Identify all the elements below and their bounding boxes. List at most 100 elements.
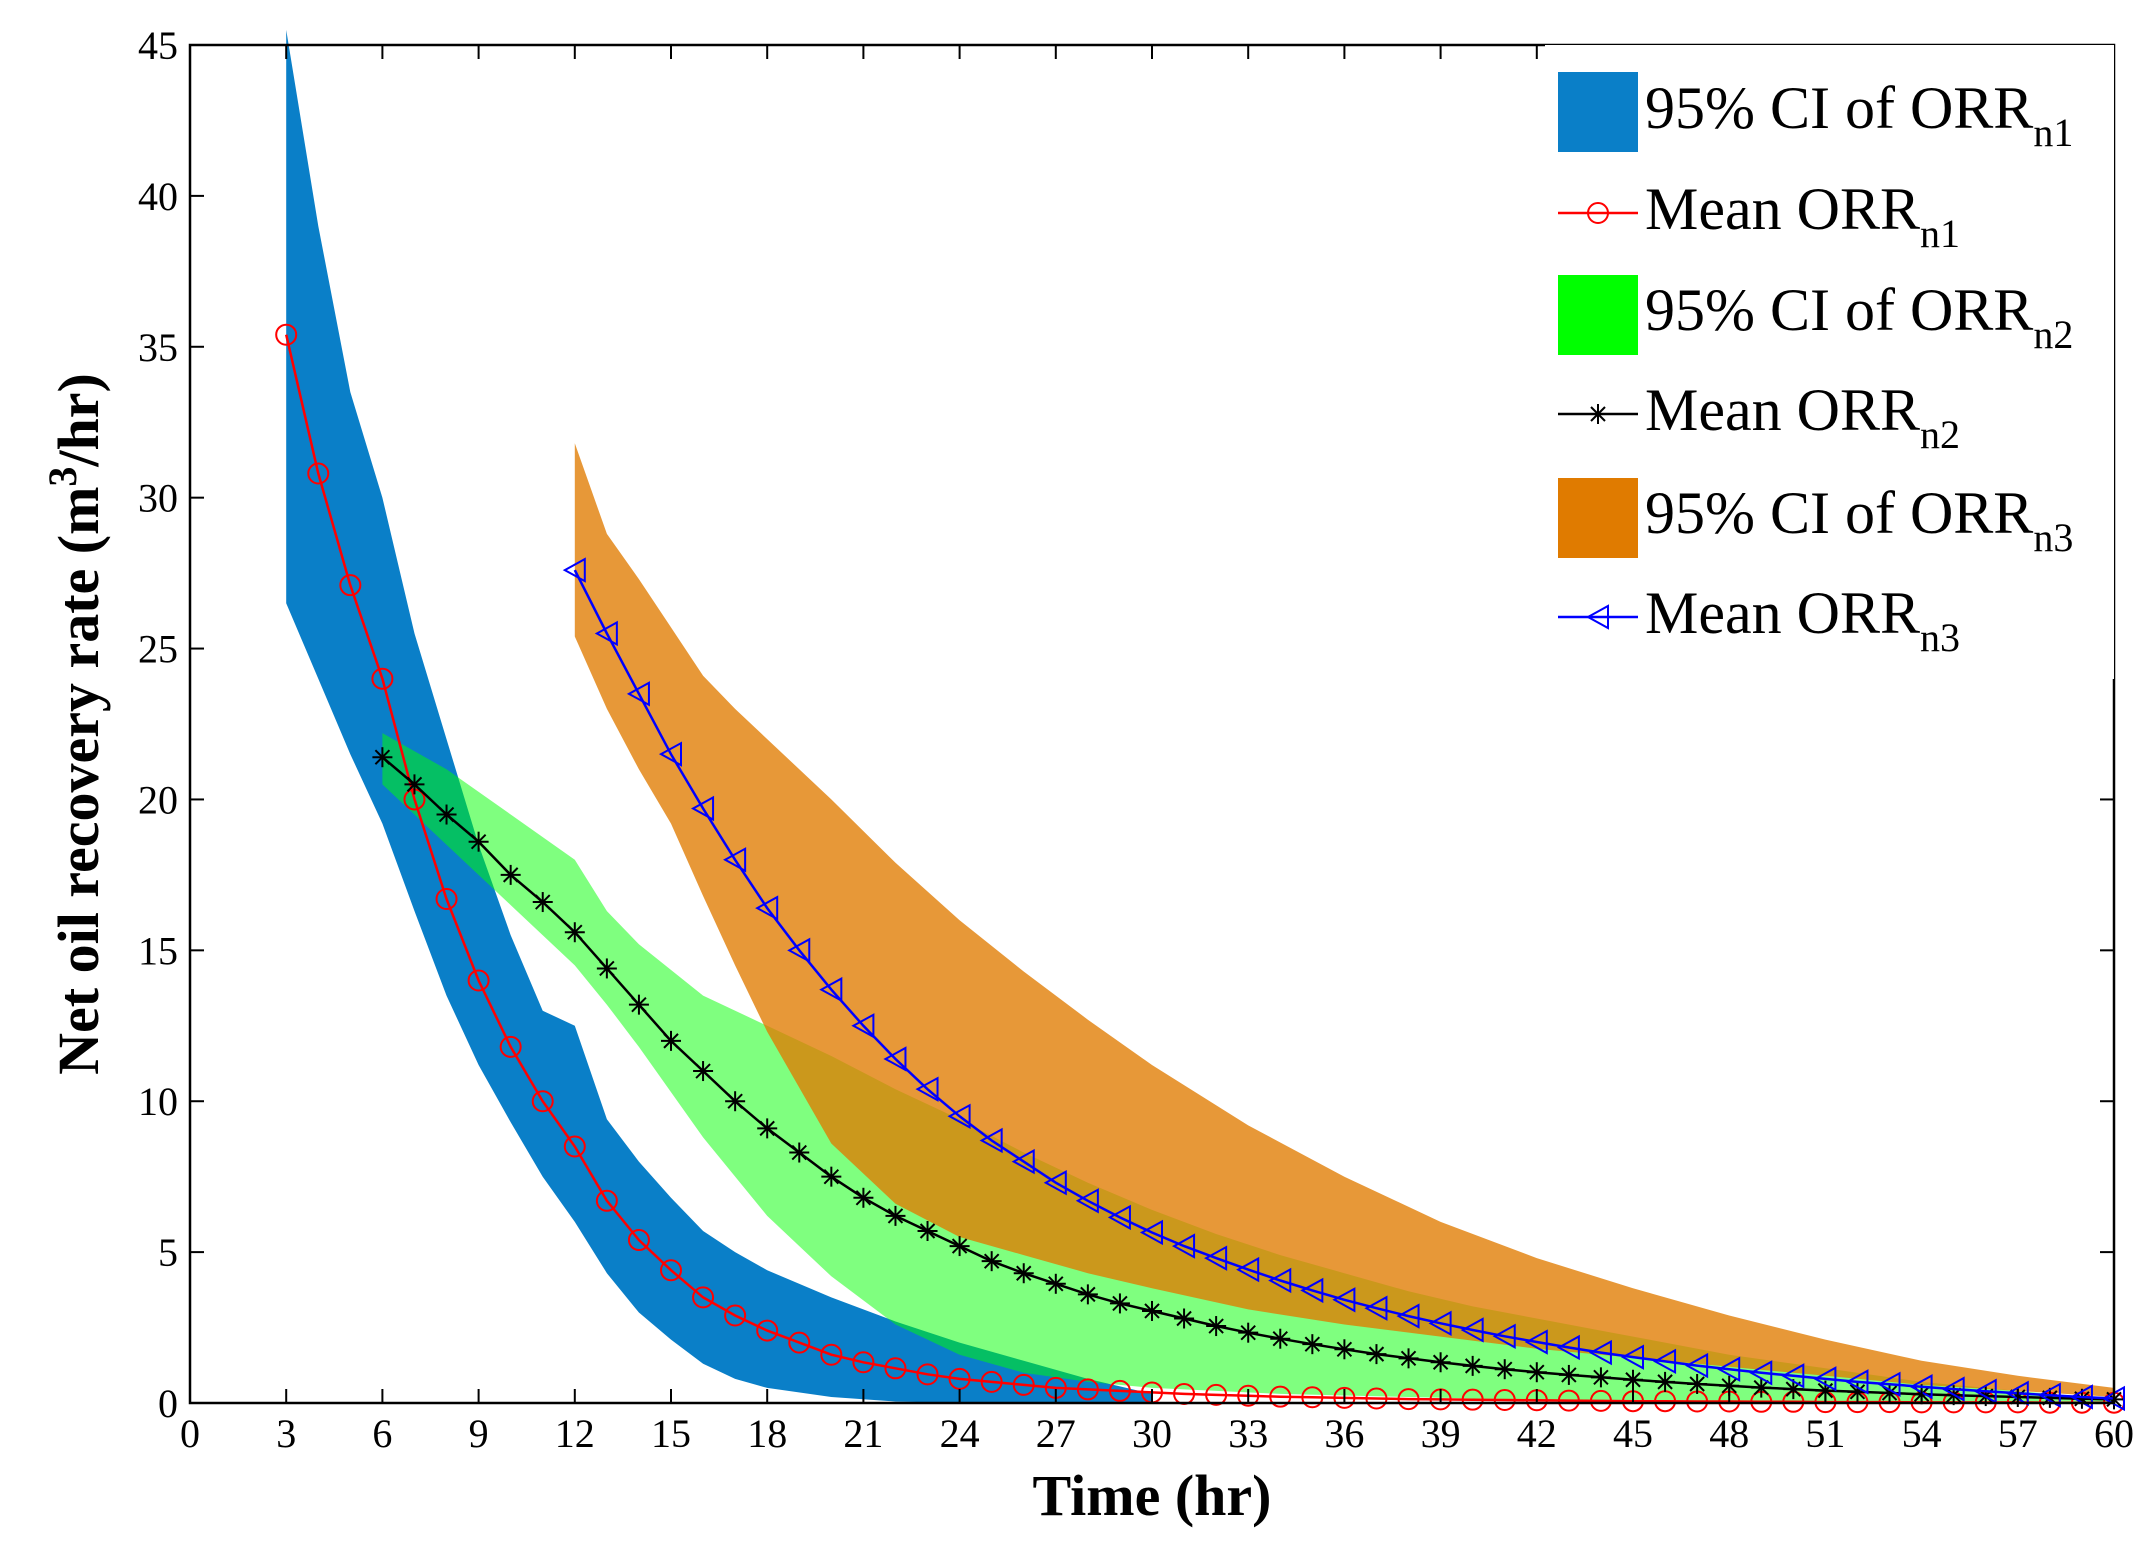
x-tick-label: 54 bbox=[1902, 1411, 1942, 1456]
marker-n3 bbox=[1973, 1378, 1997, 1404]
marker-n1 bbox=[339, 574, 362, 597]
y-axis-title: Net oil recovery rate (m3/hr) bbox=[40, 373, 111, 1075]
marker-n1 bbox=[1237, 1384, 1260, 1407]
x-tick-label: 30 bbox=[1132, 1411, 1172, 1456]
legend-marker-mean-n3 bbox=[1585, 604, 1609, 630]
x-tick-label: 33 bbox=[1228, 1411, 1268, 1456]
legend-label-ci-n1: 95% CI of ORRn1 bbox=[1645, 75, 2073, 155]
marker-n2 bbox=[1013, 1263, 1034, 1284]
x-tick-label: 6 bbox=[372, 1411, 392, 1456]
marker-n1 bbox=[499, 1035, 522, 1058]
marker-n1 bbox=[756, 1319, 779, 1342]
marker-n2 bbox=[564, 922, 585, 943]
marker-n1 bbox=[531, 1090, 554, 1113]
marker-n3 bbox=[851, 1013, 875, 1039]
legend-item-ci-n3: 95% CI of ORRn3 bbox=[1558, 478, 2073, 560]
x-tick-label: 36 bbox=[1324, 1411, 1364, 1456]
x-tick-label: 39 bbox=[1421, 1411, 1461, 1456]
marker-n2 bbox=[885, 1205, 906, 1226]
marker-n2 bbox=[1270, 1328, 1291, 1349]
marker-n2 bbox=[821, 1166, 842, 1187]
marker-n3 bbox=[1236, 1256, 1260, 1283]
x-tick-label: 3 bbox=[276, 1411, 296, 1456]
x-tick-label: 0 bbox=[180, 1411, 200, 1456]
marker-n3 bbox=[1332, 1287, 1356, 1313]
mean-line-n3 bbox=[573, 569, 2115, 1400]
marker-n3 bbox=[979, 1127, 1003, 1154]
marker-n1 bbox=[1333, 1386, 1356, 1409]
marker-n1 bbox=[1461, 1388, 1484, 1411]
marker-n3 bbox=[947, 1103, 971, 1130]
y-tick-label: 25 bbox=[138, 627, 178, 672]
marker-n2 bbox=[1302, 1334, 1323, 1355]
y-tick-label: 45 bbox=[138, 23, 178, 68]
marker-n1 bbox=[1269, 1385, 1292, 1408]
marker-n2 bbox=[1590, 1367, 1611, 1388]
y-tick-label: 10 bbox=[138, 1079, 178, 1124]
marker-n3 bbox=[1300, 1277, 1324, 1304]
marker-n2 bbox=[789, 1142, 810, 1163]
marker-n3 bbox=[755, 895, 779, 921]
x-tick-label: 51 bbox=[1805, 1411, 1845, 1456]
legend-label-mean-n1: Mean ORRn1 bbox=[1645, 176, 1960, 256]
y-tick-label: 15 bbox=[138, 928, 178, 973]
marker-n1 bbox=[1076, 1378, 1099, 1401]
legend-item-mean-n2: Mean ORRn2 bbox=[1558, 377, 1960, 457]
x-tick-label: 18 bbox=[747, 1411, 787, 1456]
marker-n3 bbox=[1171, 1233, 1196, 1259]
marker-n2 bbox=[981, 1251, 1002, 1272]
marker-n1 bbox=[307, 462, 330, 485]
x-tick-label: 24 bbox=[940, 1411, 980, 1456]
marker-n2 bbox=[1655, 1371, 1676, 1392]
marker-n1 bbox=[948, 1367, 971, 1390]
x-tick-label: 15 bbox=[651, 1411, 691, 1456]
marker-n3 bbox=[1781, 1363, 1805, 1389]
marker-n1 bbox=[1012, 1373, 1035, 1396]
y-tick-label: 0 bbox=[158, 1381, 178, 1426]
marker-n3 bbox=[626, 681, 650, 707]
marker-n2 bbox=[1494, 1359, 1515, 1380]
marker-n2 bbox=[1238, 1322, 1259, 1343]
marker-n1 bbox=[1557, 1389, 1580, 1412]
marker-n1 bbox=[1365, 1387, 1388, 1410]
marker-n3 bbox=[1524, 1329, 1548, 1355]
marker-n3 bbox=[1652, 1348, 1677, 1375]
marker-n3 bbox=[1588, 1339, 1612, 1366]
marker-n2 bbox=[1558, 1364, 1579, 1385]
marker-n2 bbox=[468, 831, 489, 852]
marker-n3 bbox=[1813, 1366, 1837, 1392]
marker-n2 bbox=[1206, 1316, 1227, 1337]
marker-n2 bbox=[949, 1236, 970, 1257]
marker-n2 bbox=[628, 994, 649, 1015]
legend-marker-mean-n1 bbox=[1587, 202, 1609, 224]
marker-n3 bbox=[1460, 1317, 1484, 1343]
legend-swatch-ci-n2 bbox=[1558, 275, 1638, 355]
marker-n3 bbox=[819, 976, 843, 1003]
x-tick-label: 27 bbox=[1036, 1411, 1076, 1456]
y-tick-label: 20 bbox=[138, 777, 178, 822]
marker-n2 bbox=[596, 958, 617, 979]
marker-n1 bbox=[563, 1135, 586, 1158]
legend-swatch-ci-n3 bbox=[1558, 478, 1638, 558]
marker-n1 bbox=[788, 1331, 811, 1354]
marker-n1 bbox=[1108, 1379, 1131, 1402]
x-axis: 0 3 6 9 12 15 18 21 24 27 30 33 36 39 42 45 48 51 54 57 60 bbox=[180, 45, 2134, 1456]
marker-n3 bbox=[1011, 1148, 1035, 1175]
marker-n2 bbox=[1109, 1293, 1130, 1314]
marker-n3 bbox=[1204, 1245, 1228, 1271]
y-axis-title-main: Net oil recovery rate (m bbox=[46, 487, 111, 1075]
y-axis-title-end: /hr) bbox=[46, 373, 111, 467]
marker-n1 bbox=[275, 323, 298, 346]
marker-n1 bbox=[916, 1363, 939, 1386]
marker-n3 bbox=[562, 557, 586, 583]
marker-n3 bbox=[690, 795, 715, 822]
marker-n2 bbox=[436, 804, 457, 825]
marker-n3 bbox=[915, 1076, 939, 1102]
marker-n1 bbox=[660, 1259, 682, 1282]
marker-n2 bbox=[1366, 1344, 1387, 1365]
marker-n2 bbox=[1430, 1352, 1451, 1373]
y-tick-label: 30 bbox=[138, 476, 178, 521]
marker-n1 bbox=[884, 1357, 907, 1380]
legend-swatch-ci-n1 bbox=[1558, 72, 1638, 152]
marker-n3 bbox=[594, 620, 618, 647]
